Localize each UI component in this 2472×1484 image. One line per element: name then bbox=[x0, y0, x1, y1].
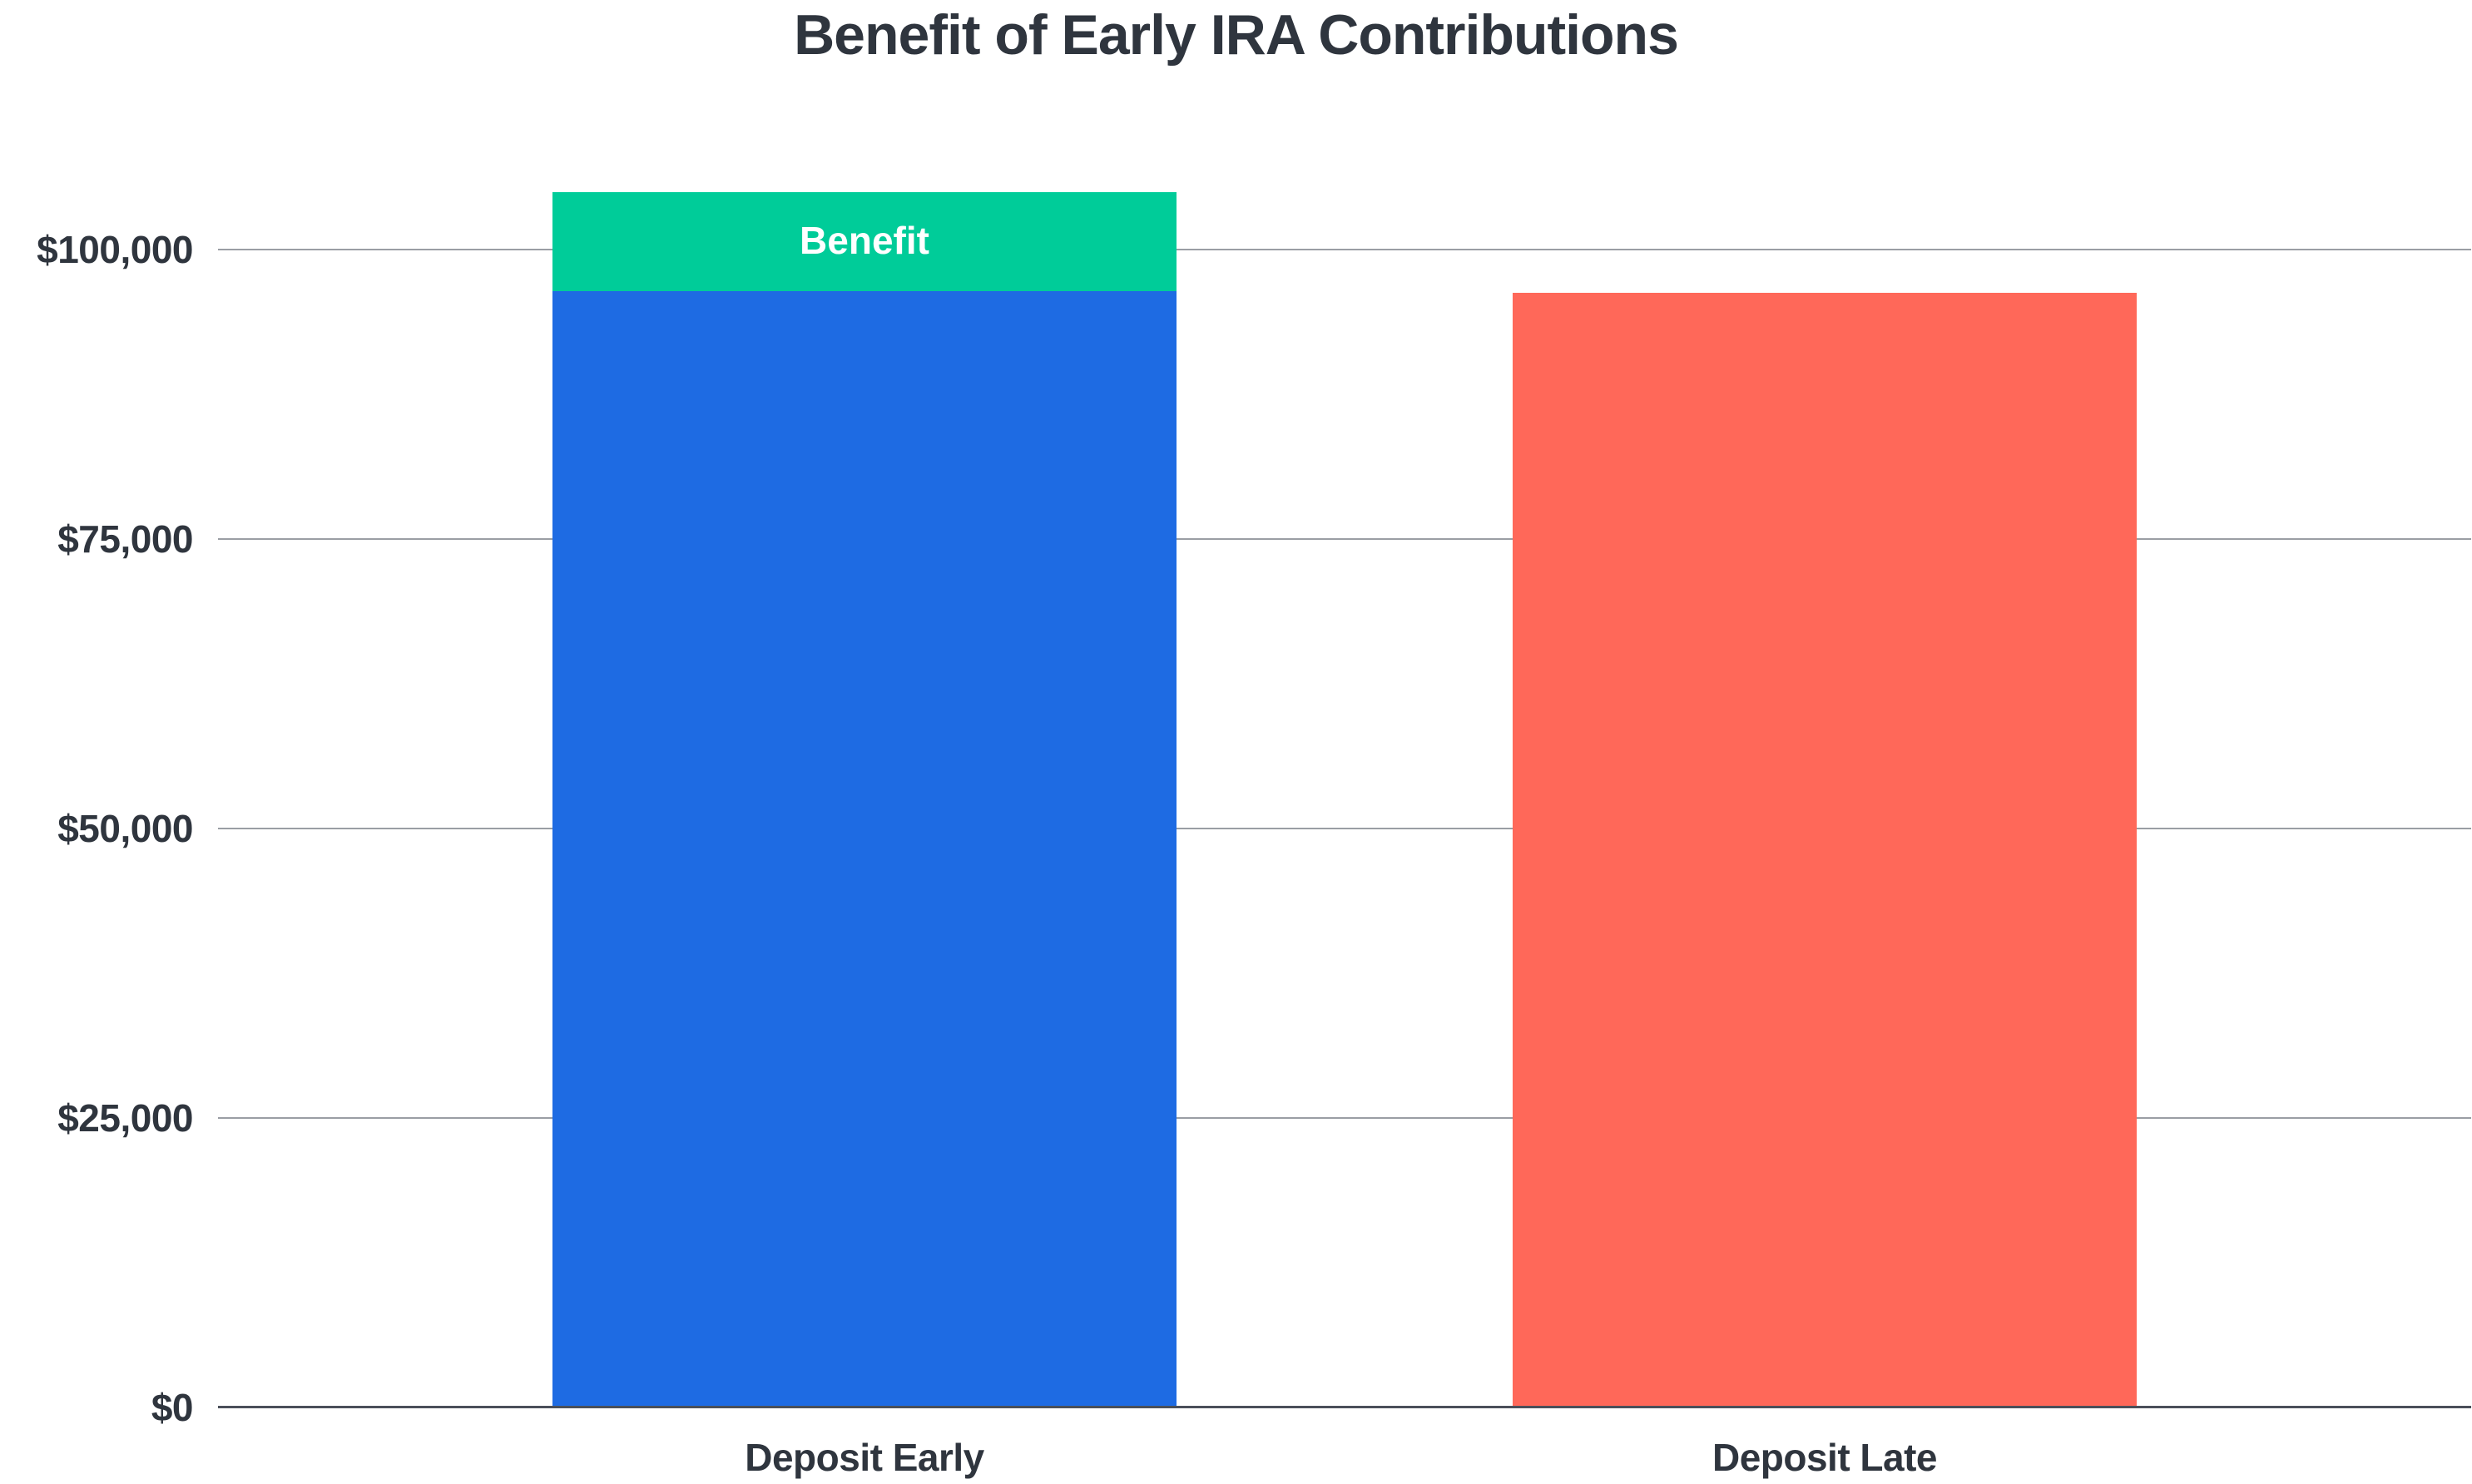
y-tick-50000: $50,000 bbox=[57, 807, 193, 850]
chart-title: Benefit of Early IRA Contributions bbox=[794, 3, 1679, 67]
bar-segment-early-base bbox=[552, 291, 1177, 1407]
benefit-label: Benefit bbox=[800, 219, 929, 262]
bar-deposit-late bbox=[1513, 293, 2137, 1407]
y-tick-0: $0 bbox=[151, 1386, 194, 1429]
bar-segment-benefit: Benefit bbox=[552, 192, 1177, 291]
bar-deposit-early: Benefit bbox=[552, 192, 1177, 1407]
y-tick-25000: $25,000 bbox=[57, 1096, 193, 1140]
x-axis-baseline bbox=[218, 1406, 2471, 1408]
gridline-75000 bbox=[218, 538, 2471, 540]
gridline-100000 bbox=[218, 249, 2471, 250]
x-label-deposit-late: Deposit Late bbox=[1712, 1436, 1938, 1479]
gridline-50000 bbox=[218, 828, 2471, 829]
y-tick-75000: $75,000 bbox=[57, 517, 193, 561]
gridline-25000 bbox=[218, 1117, 2471, 1119]
y-tick-100000: $100,000 bbox=[37, 228, 193, 271]
x-label-deposit-early: Deposit Early bbox=[745, 1436, 984, 1479]
